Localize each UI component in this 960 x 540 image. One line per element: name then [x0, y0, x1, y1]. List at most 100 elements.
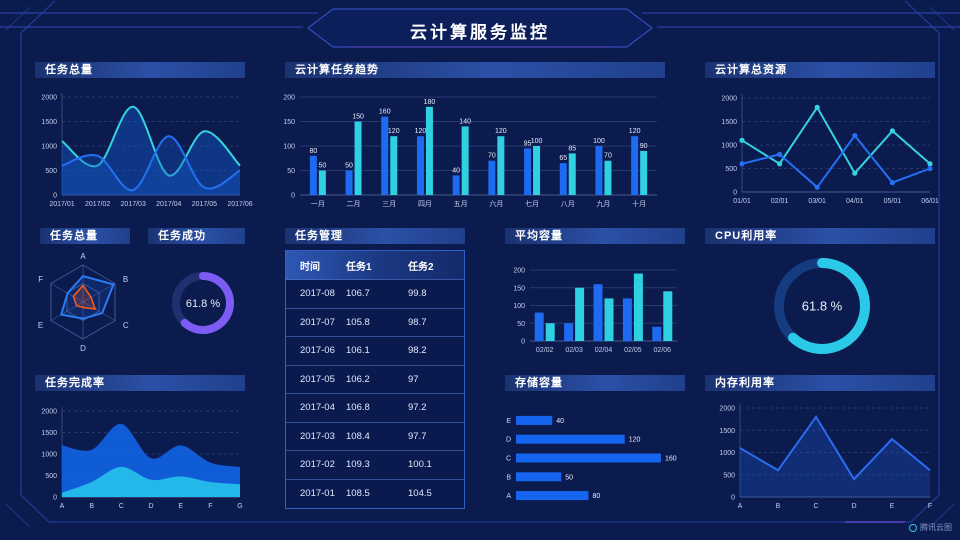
svg-text:五月: 五月 [454, 200, 468, 208]
svg-text:2017/02: 2017/02 [85, 201, 110, 208]
table-cell: 2017-07 [300, 316, 335, 328]
table-cell: 2017-06 [300, 345, 335, 357]
svg-text:六月: 六月 [489, 199, 503, 208]
panel-title-completion: 任务完成率 [35, 375, 245, 391]
svg-text:0: 0 [731, 495, 735, 502]
svg-text:200: 200 [513, 268, 525, 275]
svg-text:1500: 1500 [41, 430, 57, 437]
svg-text:2000: 2000 [41, 95, 57, 102]
svg-text:150: 150 [513, 285, 525, 292]
svg-text:0: 0 [291, 193, 295, 200]
table-cell: 100.1 [408, 459, 432, 471]
svg-text:160: 160 [665, 456, 677, 463]
table-cell: 97.7 [408, 430, 427, 442]
svg-text:80: 80 [592, 493, 600, 500]
svg-text:D: D [506, 437, 511, 444]
table-row: 2017-03 108.4 97.7 [286, 423, 464, 451]
svg-text:90: 90 [640, 143, 648, 150]
svg-text:十月: 十月 [632, 199, 646, 208]
table-header-cell: 任务1 [346, 261, 372, 273]
table-cell: 2017-05 [300, 373, 335, 385]
svg-text:500: 500 [723, 472, 735, 479]
svg-text:80: 80 [309, 148, 317, 155]
footer-logo-label: 腾讯云图 [920, 523, 952, 532]
svg-text:A: A [738, 503, 743, 510]
svg-text:二月: 二月 [347, 200, 361, 208]
svg-text:2017/04: 2017/04 [156, 201, 181, 208]
svg-text:八月: 八月 [561, 200, 575, 208]
svg-text:100: 100 [531, 138, 543, 145]
svg-text:C: C [813, 503, 818, 510]
svg-text:2000: 2000 [41, 409, 57, 416]
svg-text:1000: 1000 [41, 144, 57, 151]
svg-text:50: 50 [517, 321, 525, 328]
svg-text:100: 100 [283, 144, 295, 151]
svg-text:一月: 一月 [311, 200, 325, 208]
svg-text:D: D [851, 503, 856, 510]
table-cell: 2017-08 [300, 288, 335, 300]
table-row: 2017-01 108.5 104.5 [286, 480, 464, 509]
svg-text:0: 0 [53, 495, 57, 502]
table-cell: 108.5 [346, 488, 370, 500]
svg-text:A: A [506, 493, 511, 500]
svg-text:2017/03: 2017/03 [121, 201, 146, 208]
svg-text:E: E [890, 503, 895, 510]
chart-storage: E 40 D 120 C 160 B 50 A 80 [506, 415, 677, 501]
svg-text:G: G [237, 503, 242, 510]
page-title: 云计算服务监控 [410, 23, 550, 42]
panel-title-avg-capacity: 平均容量 [505, 228, 685, 244]
svg-text:06/01: 06/01 [921, 198, 939, 205]
footer-logo: 腾讯云图 [909, 522, 952, 533]
svg-text:160: 160 [379, 109, 391, 116]
svg-text:04/01: 04/01 [846, 198, 864, 205]
panel-title-memory: 内存利用率 [705, 375, 935, 391]
svg-text:A: A [60, 503, 65, 510]
table-row: 2017-05 106.2 97 [286, 366, 464, 394]
svg-text:02/03: 02/03 [565, 347, 583, 354]
table-cell: 109.3 [346, 459, 370, 471]
svg-text:500: 500 [725, 166, 737, 173]
svg-text:65: 65 [559, 155, 567, 162]
svg-text:D: D [148, 503, 153, 510]
chart-task-radar: A B C D E F [38, 252, 129, 353]
table-header-cell: 任务2 [408, 261, 434, 273]
svg-text:120: 120 [495, 128, 507, 135]
svg-text:70: 70 [488, 153, 496, 160]
svg-text:70: 70 [604, 153, 612, 160]
svg-text:100: 100 [593, 138, 605, 145]
panel-title-storage: 存储容量 [505, 375, 685, 391]
svg-text:02/04: 02/04 [595, 347, 613, 354]
panel-title-task-table: 任务管理 [285, 228, 465, 244]
svg-text:C: C [123, 321, 129, 330]
svg-text:E: E [506, 418, 511, 425]
chart-memory: 0 500 1000 1500 2000 A B C D E F [719, 404, 932, 510]
svg-text:120: 120 [629, 437, 641, 444]
svg-text:E: E [38, 321, 43, 330]
svg-text:1500: 1500 [721, 119, 737, 126]
table-cell: 106.1 [346, 345, 370, 357]
svg-text:05/01: 05/01 [884, 198, 902, 205]
svg-text:2017/06: 2017/06 [227, 201, 252, 208]
svg-text:50: 50 [345, 163, 353, 170]
svg-text:B: B [776, 503, 781, 510]
svg-text:四月: 四月 [418, 200, 432, 208]
table-row: 2017-02 109.3 100.1 [286, 451, 464, 480]
svg-text:85: 85 [568, 145, 576, 152]
tencent-cloud-logo-icon [909, 523, 917, 532]
table-cell: 106.7 [346, 288, 370, 300]
svg-text:B: B [89, 503, 94, 510]
svg-text:95: 95 [524, 140, 532, 147]
table-row: 2017-06 106.1 98.2 [286, 337, 464, 366]
chart-cpu-usage-donut: 61.8 % [774, 258, 870, 354]
table-header-row: 时间 任务1 任务2 [286, 251, 464, 280]
svg-text:500: 500 [45, 473, 57, 480]
svg-text:C: C [506, 456, 511, 463]
table-cell: 105.8 [346, 316, 370, 328]
panel-title-task-trend: 云计算任务趋势 [285, 62, 665, 78]
svg-text:150: 150 [283, 119, 295, 126]
chart-avg-capacity: 0 50 100 150 200 02/02 02/03 02/04 02/05 02/06 [513, 268, 677, 354]
chart-task-success-donut: 61.8 % [172, 272, 234, 334]
panel-title-cpu-usage: CPU利用率 [705, 228, 935, 244]
svg-text:1000: 1000 [721, 143, 737, 150]
